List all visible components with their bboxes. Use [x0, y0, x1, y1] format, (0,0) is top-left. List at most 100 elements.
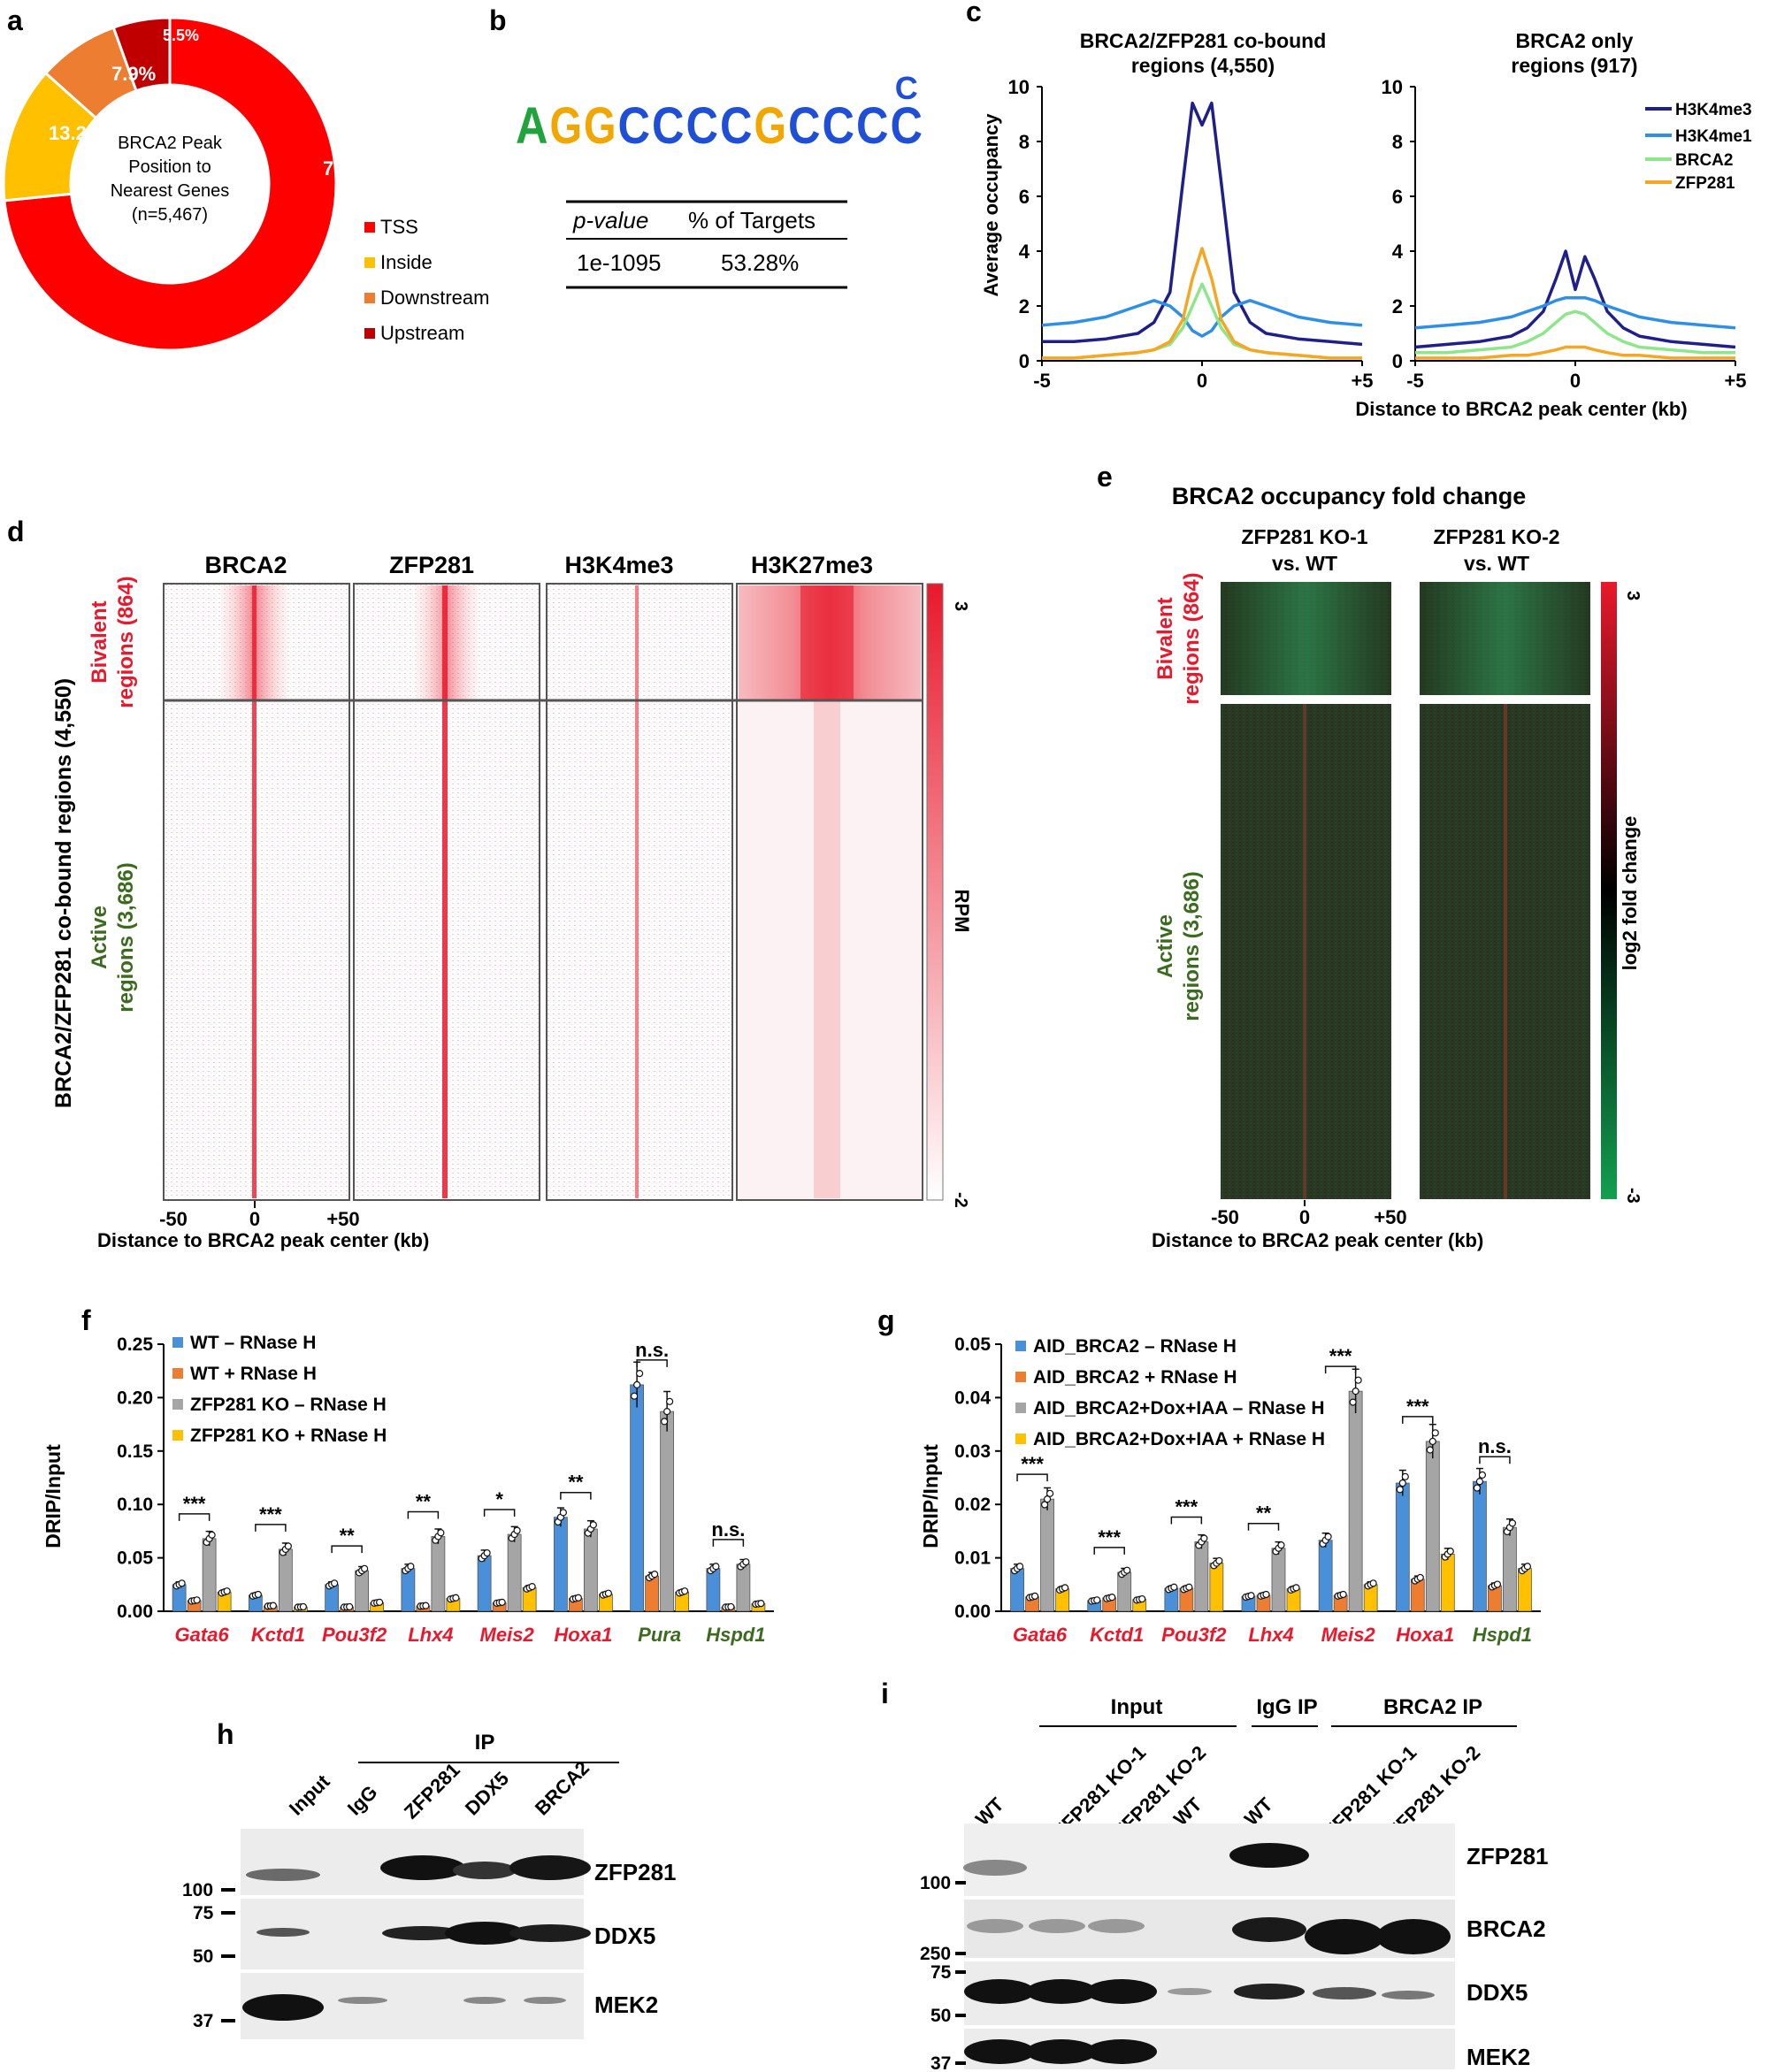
- motif-letter-11: C: [856, 97, 889, 155]
- y-tick-label: 0.04: [954, 1388, 991, 1408]
- significance-bracket: [1016, 1473, 1048, 1482]
- data-point: [1262, 1590, 1270, 1599]
- legend-g-label-4: AID_BRCA2+Dox+IAA + RNase H: [1033, 1429, 1325, 1449]
- rpm-scale-max: 3: [951, 601, 970, 611]
- bar-hspd1-3: [1503, 1526, 1517, 1612]
- data-point: [178, 1579, 186, 1587]
- panel-e-letter: e: [1097, 461, 1113, 493]
- data-point: [1247, 1592, 1255, 1600]
- data-point: [661, 1418, 669, 1426]
- h-lane-ddx5: DDX5: [461, 1767, 513, 1819]
- h-marker-100: 100: [182, 1880, 213, 1900]
- bar-chart-f: 0.000.050.100.150.200.25***Gata6***Kctd1…: [117, 1334, 774, 1646]
- gene-label-pura: Pura: [638, 1624, 681, 1646]
- data-point: [636, 1369, 644, 1378]
- d-xtick-right: +50: [326, 1208, 359, 1230]
- h-ip-label: IP: [475, 1731, 495, 1755]
- i-marker-250: 250: [920, 1944, 951, 1964]
- e-col-2a: ZFP281 KO-2: [1433, 525, 1559, 548]
- legend-swatch-tss: [364, 222, 375, 233]
- data-point: [1043, 1495, 1052, 1503]
- motif-letter-1: A: [516, 97, 548, 155]
- legend-f-swatch-1: [172, 1337, 183, 1348]
- significance-bracket: [1402, 1416, 1434, 1424]
- data-point: [1369, 1579, 1377, 1587]
- legend-f: WT – RNase H WT + RNase H ZFP281 KO – RN…: [172, 1333, 387, 1446]
- x-tick-label: +5: [1351, 370, 1373, 392]
- e-col-2b: vs. WT: [1464, 552, 1529, 575]
- data-point: [361, 1564, 369, 1572]
- data-point: [666, 1397, 674, 1405]
- y-tick-label: 10: [1008, 76, 1030, 98]
- significance-bracket: [636, 1359, 668, 1367]
- significance-label: **: [1256, 1502, 1272, 1525]
- significance-bracket: [1479, 1456, 1511, 1464]
- significance-bracket: [407, 1510, 440, 1519]
- data-point: [1030, 1592, 1039, 1600]
- y-tick-label: 0.25: [117, 1334, 153, 1355]
- e-xlabel: Distance to BRCA2 peak center (kb): [1152, 1229, 1483, 1251]
- legend-f-swatch-3: [172, 1399, 183, 1410]
- significance-bracket: [1093, 1547, 1125, 1555]
- donut-slice-upstream: [111, 16, 172, 93]
- data-point: [1431, 1429, 1439, 1437]
- series-line-h3k4me3: [1414, 249, 1736, 349]
- e-bivalent-2: regions (864): [1180, 572, 1204, 704]
- data-point: [1349, 1398, 1357, 1406]
- e-xtick-center: 0: [1299, 1206, 1310, 1228]
- gene-label-lhx4: Lhx4: [1248, 1624, 1293, 1646]
- gene-label-lhx4: Lhx4: [408, 1624, 453, 1646]
- legend-g-swatch-4: [1015, 1434, 1026, 1444]
- data-point: [346, 1602, 354, 1611]
- data-point: [483, 1548, 491, 1557]
- motif-letter-2: G: [550, 97, 583, 155]
- fc-color-scale: [1601, 582, 1617, 1199]
- slice-label-inside: 13.2%: [49, 122, 103, 144]
- x-tick-label: -5: [1406, 370, 1424, 392]
- data-point: [604, 1589, 612, 1597]
- rpm-color-scale: [926, 583, 944, 1201]
- sequence-logo: A G G C C C C G C C C CC: [516, 70, 923, 155]
- significance-label: n.s.: [1478, 1435, 1512, 1457]
- i-group-igg: IgG IP: [1256, 1695, 1317, 1719]
- e-active-1: Active: [1153, 914, 1177, 978]
- data-point: [712, 1563, 720, 1571]
- data-point: [1493, 1580, 1502, 1588]
- y-tick-label: 8: [1019, 131, 1030, 153]
- data-point: [1215, 1556, 1223, 1565]
- significance-label: ***: [1329, 1345, 1352, 1367]
- panel-c-title-2b: regions (917): [1511, 54, 1637, 77]
- bar-kctd1-3: [278, 1548, 293, 1612]
- motif-table: p-value % of Targets 1e-1095 53.28%: [566, 200, 847, 289]
- significance-bracket: [178, 1513, 211, 1521]
- data-point: [1045, 1489, 1054, 1497]
- motif-letter-6: C: [686, 97, 719, 155]
- gene-label-hspd1: Hspd1: [706, 1624, 765, 1646]
- h-lane-zfp281: ZFP281: [400, 1759, 464, 1824]
- i-marker-50: 50: [930, 2006, 951, 2026]
- i-blot-label-ddx5: DDX5: [1467, 1979, 1528, 2006]
- blot-i-zfp281: [963, 1824, 1455, 1896]
- e-xtick-right: +50: [1374, 1206, 1406, 1228]
- bar-hoxa1-2: [1410, 1579, 1425, 1612]
- legend-swatch-upstream: [364, 328, 375, 339]
- data-point: [498, 1598, 506, 1606]
- data-point: [727, 1602, 735, 1611]
- legend-label-inside: Inside: [380, 251, 433, 273]
- blot-i-mek2: [964, 2029, 1455, 2069]
- legend-swatch-inside: [364, 257, 375, 268]
- data-point: [284, 1542, 292, 1550]
- legend-f-label-1: WT – RNase H: [190, 1333, 316, 1353]
- bivalent-label-1: Bivalent: [88, 600, 111, 683]
- significance-label: **: [340, 1525, 356, 1547]
- slice-label-tss: 73.4%: [323, 157, 378, 180]
- bar-gata6-3: [202, 1538, 217, 1612]
- d-xlabel: Distance to BRCA2 peak center (kb): [97, 1229, 429, 1251]
- donut-center-text: BRCA2 Peak Position to Nearest Genes (n=…: [111, 134, 230, 225]
- panel-d-letter: d: [7, 516, 25, 547]
- table-header-targets: % of Targets: [688, 207, 816, 233]
- bar-chart-g: 0.00 0.01 0.02 0.03 0.04 0.05 *** Gata6 *** Kctd1…: [954, 1334, 1541, 1646]
- fc-scale-max: 3: [1623, 591, 1643, 600]
- gene-label-meis2: Meis2: [1321, 1624, 1376, 1646]
